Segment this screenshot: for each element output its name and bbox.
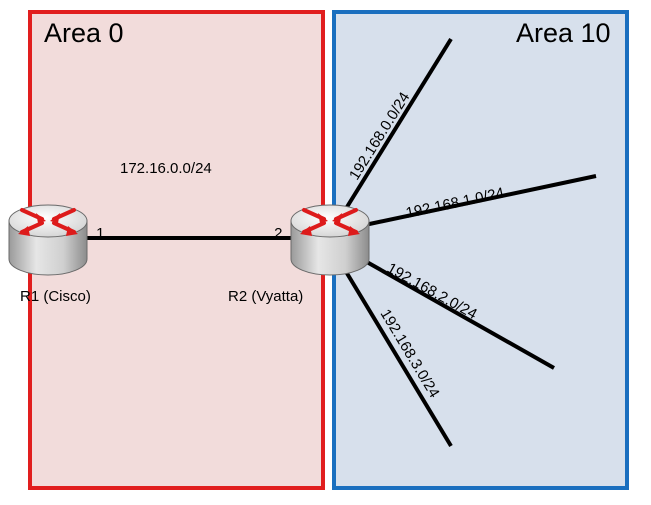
area10-region xyxy=(332,10,629,490)
area0-title: Area 0 xyxy=(44,18,124,48)
network-line-2 xyxy=(357,255,555,370)
router-r2-name: R2 (Vyatta) xyxy=(228,288,303,305)
network-line-1 xyxy=(359,174,597,228)
r1-interface-label: .1 xyxy=(92,225,105,242)
area10-title: Area 10 xyxy=(516,18,611,48)
link-subnet-label: 172.16.0.0/24 xyxy=(120,160,212,177)
router-icon xyxy=(7,203,89,277)
network-line-3 xyxy=(343,268,453,448)
router-icon xyxy=(289,203,371,277)
router-r1-name: R1 (Cisco) xyxy=(20,288,91,305)
router-r2[interactable] xyxy=(289,203,371,277)
network-line-0 xyxy=(340,37,453,217)
router-r1[interactable] xyxy=(7,203,89,277)
r2-interface-label: .2 xyxy=(270,225,283,242)
